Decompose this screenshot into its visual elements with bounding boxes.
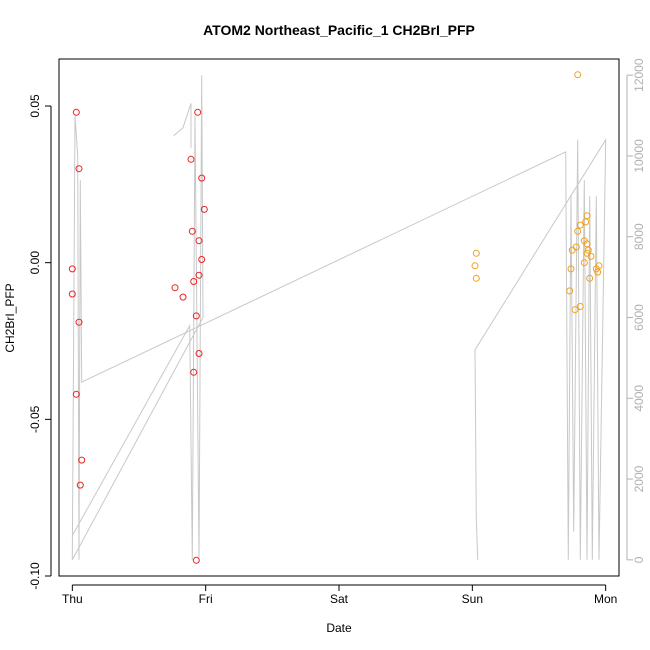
x-tick-label: Sun (462, 592, 483, 606)
data-point-1-19 (566, 287, 574, 295)
y2-tick-label: 12000 (632, 58, 646, 92)
altitude-line-3 (71, 75, 204, 561)
y2-tick-label: 0 (632, 556, 646, 563)
data-point-1-23 (595, 262, 603, 270)
data-point-0-22 (192, 556, 200, 564)
data-point-1-5 (582, 218, 590, 226)
data-point-1-20 (576, 303, 584, 310)
data-point-1-0 (472, 249, 480, 257)
data-point-0-10 (187, 155, 195, 163)
data-point-0-12 (188, 227, 196, 235)
data-point-0-7 (76, 481, 84, 489)
altitude-line-4 (173, 103, 192, 148)
y2-tick-label: 6000 (632, 304, 646, 331)
data-point-1-3 (574, 71, 582, 79)
data-point-0-9 (179, 293, 187, 301)
data-point-0-1 (68, 290, 76, 298)
y2-tick-label: 2000 (632, 465, 646, 492)
data-point-1-15 (587, 252, 595, 260)
data-points (68, 71, 603, 564)
data-point-0-19 (192, 312, 200, 320)
data-point-0-14 (200, 205, 208, 213)
altitude-lines (71, 75, 607, 561)
y2-axis: 0 2000 4000 6000 8000 10000 12000 (626, 58, 646, 563)
data-point-0-6 (78, 456, 86, 464)
y-tick-label: 0.00 (28, 251, 42, 275)
data-point-0-13 (198, 174, 206, 182)
data-point-0-15 (195, 237, 203, 245)
data-point-1-6 (576, 221, 584, 229)
data-point-0-18 (190, 278, 198, 285)
data-point-1-18 (586, 274, 594, 282)
data-point-0-5 (72, 390, 80, 398)
x-tick-label: Fri (199, 592, 213, 606)
data-point-0-0 (68, 265, 76, 273)
y-tick-label: 0.05 (28, 94, 42, 118)
x-axis: Thu Fri Sat Sun Mon (62, 584, 617, 606)
chart-title: ATOM2 Northeast_Pacific_1 CH2BrI_PFP (203, 22, 475, 38)
x-tick-label: Sat (330, 592, 349, 606)
y-tick-label: -0.10 (28, 562, 42, 590)
data-point-1-12 (584, 246, 592, 254)
data-point-1-7 (574, 227, 582, 235)
y2-tick-label: 4000 (632, 385, 646, 412)
y2-tick-label: 8000 (632, 223, 646, 250)
data-point-1-22 (594, 268, 602, 276)
data-point-0-8 (171, 284, 179, 292)
x-tick-label: Mon (594, 592, 617, 606)
y-axis-label: CH2BrI_PFP (3, 283, 17, 352)
x-tick-label: Thu (62, 592, 83, 606)
plot-frame (58, 58, 620, 577)
data-point-0-20 (195, 350, 203, 357)
data-point-0-2 (72, 108, 80, 116)
altitude-line-2 (71, 115, 607, 560)
data-point-1-14 (580, 259, 588, 267)
data-point-0-17 (195, 271, 203, 279)
y2-tick-label: 10000 (632, 139, 646, 173)
data-point-1-2 (472, 274, 480, 282)
data-point-1-17 (567, 265, 575, 273)
data-point-0-11 (194, 108, 202, 116)
data-point-0-4 (75, 318, 83, 326)
x-axis-label: Date (326, 621, 352, 635)
y-axis: -0.10 -0.05 0.00 0.05 (28, 94, 52, 590)
data-point-1-1 (471, 262, 479, 270)
data-point-0-21 (190, 368, 198, 376)
data-point-0-3 (75, 165, 83, 173)
data-point-1-11 (568, 246, 576, 254)
data-point-1-21 (571, 306, 579, 314)
y-tick-label: -0.05 (28, 405, 42, 433)
data-point-0-16 (198, 256, 206, 263)
